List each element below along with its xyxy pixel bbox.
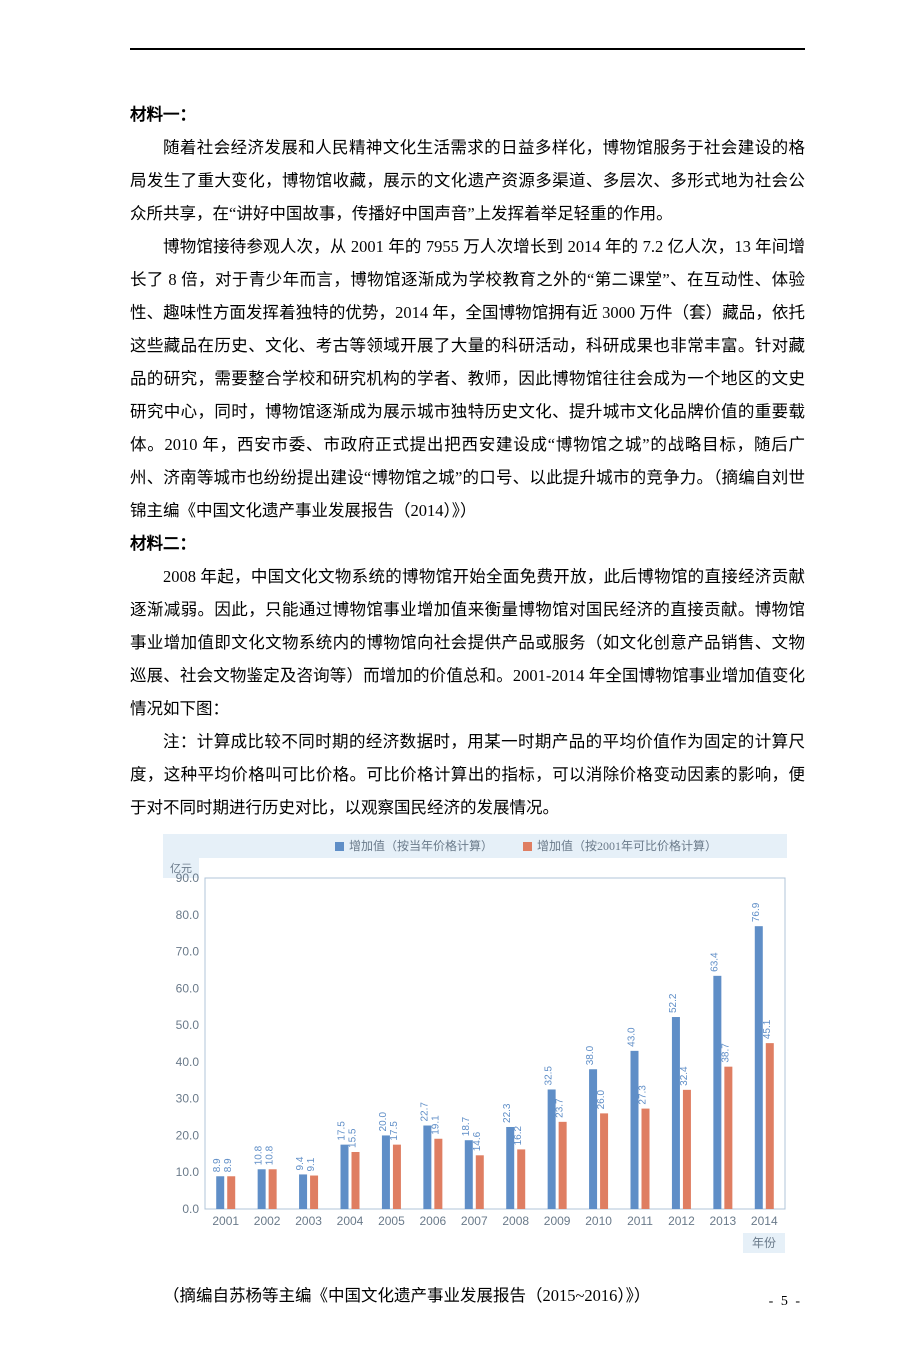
svg-text:2010: 2010: [585, 1214, 612, 1228]
svg-text:年份: 年份: [752, 1236, 776, 1250]
svg-text:2008: 2008: [502, 1214, 529, 1228]
svg-text:60.0: 60.0: [176, 981, 200, 995]
chart-container: 亿元增加值（按当年价格计算）增加值（按2001年可比价格计算）0.010.020…: [155, 834, 795, 1264]
section-1-heading: 材料一：: [130, 98, 805, 131]
top-rule: [130, 48, 805, 50]
svg-text:27.3: 27.3: [638, 1085, 649, 1105]
svg-text:17.5: 17.5: [337, 1121, 348, 1141]
svg-text:22.3: 22.3: [502, 1103, 513, 1123]
svg-text:45.1: 45.1: [762, 1019, 773, 1039]
svg-text:2006: 2006: [420, 1214, 447, 1228]
body-text: 材料一： 随着社会经济发展和人民精神文化生活需求的日益多样化，博物馆服务于社会建…: [130, 98, 805, 824]
svg-text:63.4: 63.4: [709, 952, 720, 972]
bar-chart: 亿元增加值（按当年价格计算）增加值（按2001年可比价格计算）0.010.020…: [155, 834, 795, 1264]
svg-text:76.9: 76.9: [751, 902, 762, 922]
svg-text:2009: 2009: [544, 1214, 571, 1228]
svg-text:20.0: 20.0: [378, 1112, 389, 1132]
svg-text:50.0: 50.0: [176, 1018, 200, 1032]
svg-text:增加值（按2001年可比价格计算）: 增加值（按2001年可比价格计算）: [537, 838, 717, 853]
svg-text:43.0: 43.0: [627, 1027, 638, 1047]
svg-text:0.0: 0.0: [182, 1202, 199, 1216]
svg-text:52.2: 52.2: [668, 993, 679, 1013]
svg-text:38.0: 38.0: [585, 1045, 596, 1065]
svg-text:90.0: 90.0: [176, 871, 200, 885]
svg-text:32.4: 32.4: [679, 1066, 690, 1086]
svg-text:10.8: 10.8: [265, 1145, 276, 1165]
svg-text:15.5: 15.5: [348, 1128, 359, 1148]
svg-text:10.8: 10.8: [254, 1145, 265, 1165]
svg-text:2005: 2005: [378, 1214, 405, 1228]
page-number: - 5 -: [769, 1294, 802, 1310]
svg-text:2003: 2003: [295, 1214, 322, 1228]
section-2-para-1: 2008 年起，中国文化文物系统的博物馆开始全面免费开放，此后博物馆的直接经济贡…: [130, 560, 805, 725]
svg-text:26.0: 26.0: [596, 1089, 607, 1109]
svg-text:8.9: 8.9: [212, 1158, 223, 1172]
svg-text:2012: 2012: [668, 1214, 695, 1228]
svg-text:14.6: 14.6: [472, 1131, 483, 1151]
svg-text:18.7: 18.7: [461, 1116, 472, 1136]
section-2-heading: 材料二：: [130, 527, 805, 560]
section-1-para-1: 随着社会经济发展和人民精神文化生活需求的日益多样化，博物馆服务于社会建设的格局发…: [130, 131, 805, 230]
svg-text:23.7: 23.7: [555, 1098, 566, 1118]
svg-text:70.0: 70.0: [176, 945, 200, 959]
svg-text:16.2: 16.2: [513, 1126, 524, 1146]
svg-text:20.0: 20.0: [176, 1128, 200, 1142]
svg-text:2002: 2002: [254, 1214, 281, 1228]
chart-source: （摘编自苏杨等主编《中国文化遗产事业发展报告（2015~2016）》）: [130, 1279, 805, 1312]
svg-text:9.1: 9.1: [306, 1157, 317, 1171]
svg-text:8.9: 8.9: [223, 1158, 234, 1172]
svg-text:2013: 2013: [710, 1214, 737, 1228]
svg-text:增加值（按当年价格计算）: 增加值（按当年价格计算）: [349, 838, 493, 853]
svg-text:2014: 2014: [751, 1214, 778, 1228]
svg-text:19.1: 19.1: [430, 1115, 441, 1135]
svg-text:2004: 2004: [337, 1214, 364, 1228]
svg-text:17.5: 17.5: [389, 1121, 400, 1141]
svg-text:38.7: 38.7: [720, 1043, 731, 1063]
svg-text:2011: 2011: [627, 1214, 653, 1228]
section-1-para-2: 博物馆接待参观人次，从 2001 年的 7955 万人次增长到 2014 年的 …: [130, 230, 805, 527]
svg-text:32.5: 32.5: [544, 1066, 555, 1086]
svg-text:2007: 2007: [461, 1214, 488, 1228]
svg-text:2001: 2001: [212, 1214, 239, 1228]
section-2-note: 注：计算成比较不同时期的经济数据时，用某一时期产品的平均价值作为固定的计算尺度，…: [130, 725, 805, 824]
svg-text:10.0: 10.0: [176, 1165, 200, 1179]
svg-text:22.7: 22.7: [419, 1102, 430, 1122]
svg-text:40.0: 40.0: [176, 1055, 200, 1069]
svg-text:30.0: 30.0: [176, 1092, 200, 1106]
svg-text:9.4: 9.4: [295, 1156, 306, 1170]
svg-text:80.0: 80.0: [176, 908, 200, 922]
